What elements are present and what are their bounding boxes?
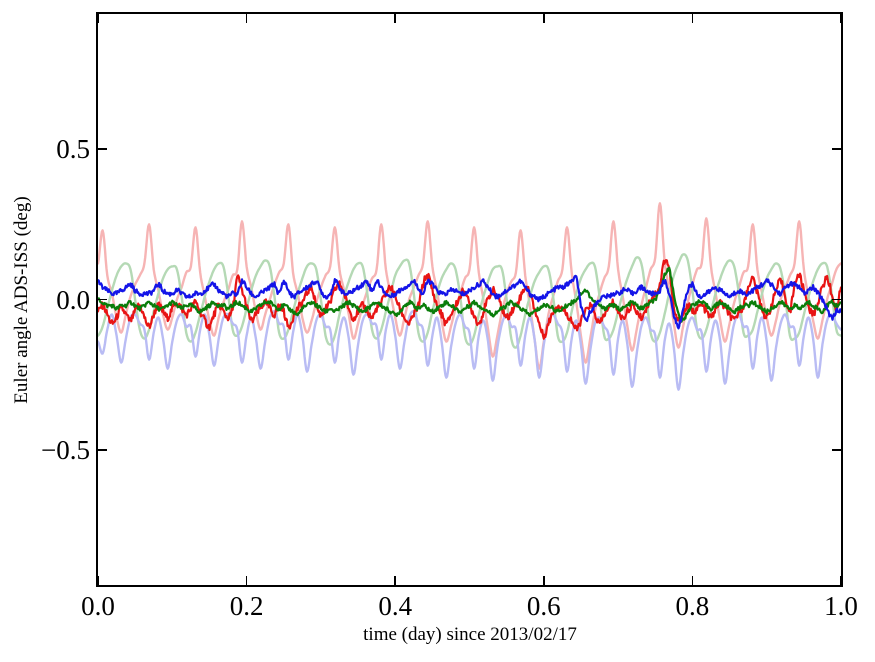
x-tick-bottom: [840, 576, 842, 585]
plot-lines-canvas: [98, 202, 841, 391]
y-tick-label: −0.5: [41, 434, 90, 465]
y-tick-right: [832, 298, 841, 301]
series-line-pale-blue: [98, 310, 841, 391]
x-tick-top: [394, 14, 396, 23]
y-tick-left: [98, 449, 107, 451]
y-tick-label: 0.5: [56, 134, 90, 165]
y-tick-left: [98, 148, 107, 150]
x-tick-top: [97, 14, 99, 23]
series-line-green: [98, 266, 841, 323]
x-tick-top: [840, 14, 842, 23]
x-tick-label: 1.0: [824, 591, 858, 621]
plot-area: [96, 12, 843, 587]
x-tick-label: 0.0: [81, 591, 115, 621]
x-tick-bottom: [245, 576, 248, 585]
y-tick-label: 0.0: [56, 284, 90, 315]
y-tick-right: [832, 148, 841, 150]
x-tick-bottom: [691, 576, 694, 585]
y-tick-left: [98, 298, 107, 301]
y-tick-right: [832, 449, 841, 451]
x-tick-bottom: [543, 576, 545, 585]
x-tick-label: 0.6: [526, 591, 561, 621]
x-tick-label: 0.4: [378, 591, 413, 621]
x-tick-top: [245, 14, 248, 23]
series-line-blue: [98, 274, 841, 330]
x-tick-label: 0.8: [675, 591, 710, 621]
x-tick-top: [691, 14, 694, 23]
x-tick-bottom: [97, 576, 99, 585]
x-tick-top: [543, 14, 545, 23]
x-tick-label: 0.2: [229, 591, 264, 621]
x-axis-label: time (day) since 2013/02/17: [363, 624, 577, 645]
x-tick-bottom: [394, 576, 396, 585]
